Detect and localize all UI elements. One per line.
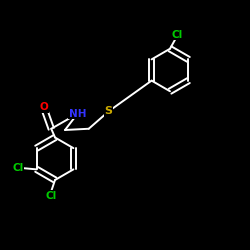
Text: NH: NH xyxy=(69,109,86,119)
Text: O: O xyxy=(40,102,48,113)
Text: Cl: Cl xyxy=(172,30,183,40)
Text: Cl: Cl xyxy=(13,163,24,173)
Text: S: S xyxy=(105,106,113,116)
Text: Cl: Cl xyxy=(46,191,57,201)
